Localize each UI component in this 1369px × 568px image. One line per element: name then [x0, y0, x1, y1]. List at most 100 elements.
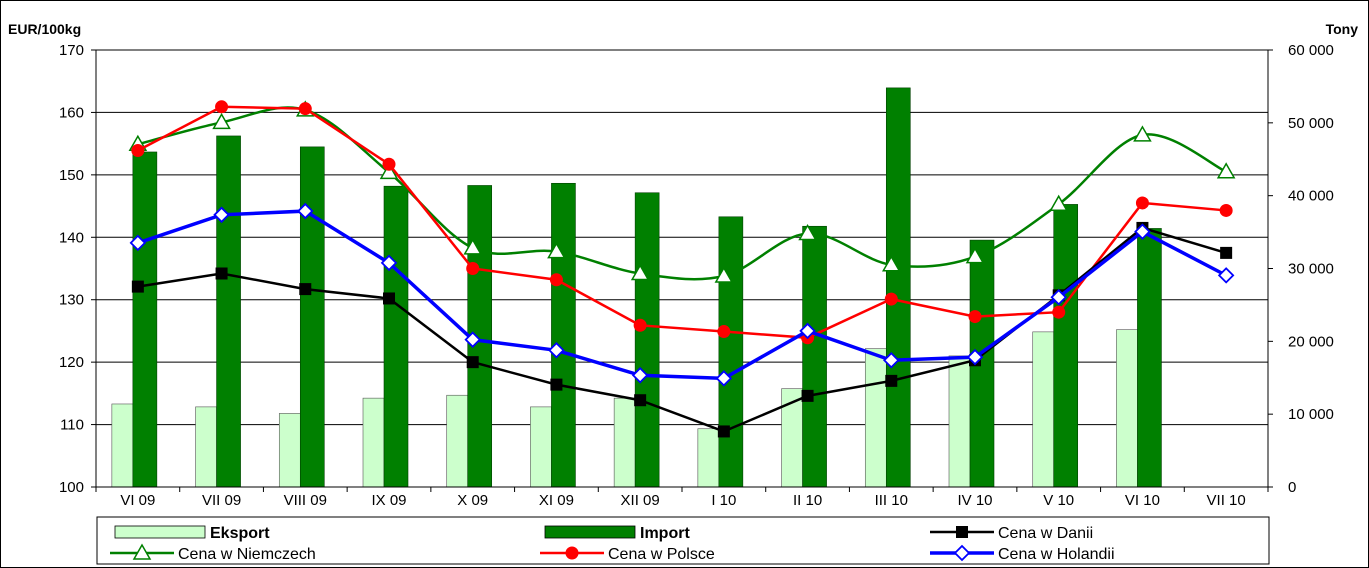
cena-w-niemczech-point: [212, 112, 231, 130]
cena-w-polsce-point: [298, 102, 312, 116]
right-tick-label: 40 000: [1288, 188, 1334, 205]
x-tick-label: X 09: [457, 492, 488, 509]
x-tick-label: VII 09: [202, 492, 241, 509]
eksport-bar: [446, 394, 469, 488]
cena-w-holandii-point: [548, 342, 565, 359]
cena-w-holandii-point: [966, 348, 984, 366]
cena-w-holandii-point: [631, 366, 649, 384]
cena-w-holandii-line: [137, 209, 1227, 381]
eksport-bar: [111, 403, 134, 488]
import-bar: [383, 185, 409, 488]
x-tick-label: XI 09: [539, 492, 574, 509]
eksport-bar: [195, 406, 217, 488]
cena-w-polsce-point: [466, 262, 480, 275]
legend-swatch-marker: [953, 544, 971, 562]
bar-layer: [111, 87, 1162, 488]
cena-w-danii-point: [634, 394, 647, 407]
cena-w-polsce-line: [137, 105, 1227, 340]
gridlines: [96, 49, 1268, 426]
axes-layer: 100 110 120 130 140 150 160 170 0 10 000 20 000 30 …: [59, 42, 1334, 509]
eksport-bar: [613, 397, 636, 488]
left-tick-label: 170: [59, 42, 84, 59]
left-axis-unit: EUR/100kg: [8, 21, 81, 37]
x-tick-label: VIII 09: [284, 492, 327, 509]
left-tick-label: 140: [59, 229, 84, 246]
cena-w-niemczech-point: [881, 255, 901, 272]
cena-w-danii-point: [215, 267, 228, 280]
left-tick-label: 110: [60, 417, 84, 434]
legend-label: Import: [640, 525, 690, 542]
right-tick-label: 20 000: [1288, 333, 1334, 350]
legend-swatch-marker: [132, 543, 152, 560]
cena-w-polsce-point: [131, 144, 145, 158]
cena-w-holandii-point: [1050, 288, 1067, 306]
cena-w-danii-point: [550, 378, 563, 391]
legend-swatch-marker: [956, 526, 968, 538]
import-bar: [299, 146, 325, 488]
cena-w-niemczech-point: [547, 242, 566, 259]
cena-w-polsce-point: [215, 100, 229, 114]
x-tick-label: III 10: [875, 492, 908, 509]
cena-w-danii-point: [466, 356, 479, 369]
x-tick-label: XII 09: [621, 492, 660, 509]
eksport-bar: [697, 428, 720, 488]
cena-w-polsce-point: [968, 310, 982, 324]
eksport-bar: [278, 413, 301, 488]
cena-w-niemczech-point: [1049, 194, 1069, 211]
right-axis-unit: Tony: [1326, 21, 1359, 37]
eksport-bar: [362, 397, 385, 488]
cena-w-niemczech-point: [1133, 125, 1152, 142]
legend-label: Cena w Niemczech: [178, 546, 316, 563]
right-tick-label: 60 000: [1288, 42, 1334, 59]
cena-w-holandii-point: [715, 370, 733, 387]
right-tick-label: 0: [1288, 479, 1296, 496]
cena-w-danii-point: [801, 389, 814, 402]
cena-w-niemczech-point: [463, 238, 483, 255]
legend-label: Cena w Danii: [998, 525, 1093, 542]
cena-w-danii-point: [885, 374, 898, 387]
legend-swatch: [544, 525, 636, 539]
cena-w-holandii-point: [883, 351, 900, 369]
legend-swatch-marker: [565, 546, 579, 560]
import-bar: [1137, 228, 1162, 488]
import-bar: [802, 225, 827, 488]
import-bar: [132, 151, 158, 488]
cena-w-niemczech-point: [714, 266, 734, 283]
cena-w-polsce-point: [549, 273, 563, 287]
cena-w-holandii-point: [1134, 223, 1151, 240]
legend-label: Cena w Polsce: [608, 546, 715, 563]
cena-w-holandii-point: [129, 234, 147, 252]
cena-w-holandii-point: [464, 331, 481, 348]
cena-w-polsce-point: [1135, 196, 1149, 210]
cena-w-danii-point: [299, 283, 312, 296]
import-bar: [885, 87, 911, 488]
x-tick-label: IX 09: [371, 492, 406, 509]
cena-w-danii-point: [383, 292, 395, 305]
cena-w-holandii-point: [799, 322, 816, 340]
cena-w-niemczech-point: [965, 247, 985, 264]
right-tick-label: 10 000: [1288, 406, 1334, 423]
x-tick-label: IV 10: [957, 492, 992, 509]
left-tick-label: 130: [59, 292, 84, 309]
legend: Eksport Import Cena w Danii Cena w Niemczec…: [96, 516, 1270, 565]
x-tick-label: VII 10: [1207, 492, 1246, 509]
cena-w-danii-point: [1220, 246, 1233, 259]
import-bar: [634, 192, 660, 488]
eksport-bar: [1032, 331, 1055, 488]
cena-w-polsce-point: [717, 325, 731, 339]
legend-label: Eksport: [210, 525, 270, 542]
cena-w-polsce-point: [1052, 305, 1066, 319]
cena-w-niemczech-point: [798, 224, 817, 241]
line-layer: [128, 100, 1236, 438]
left-tick-label: 150: [59, 167, 84, 184]
import-bar: [551, 182, 576, 488]
cena-w-holandii-point: [1217, 267, 1235, 284]
import-bar: [1053, 204, 1079, 488]
cena-w-danii-point: [717, 425, 730, 438]
x-tick-label: VI 10: [1125, 492, 1160, 509]
cena-w-niemczech-point: [630, 263, 650, 281]
import-bar: [718, 216, 744, 488]
legend-swatch: [114, 525, 206, 539]
x-tick-label: V 10: [1043, 492, 1074, 509]
